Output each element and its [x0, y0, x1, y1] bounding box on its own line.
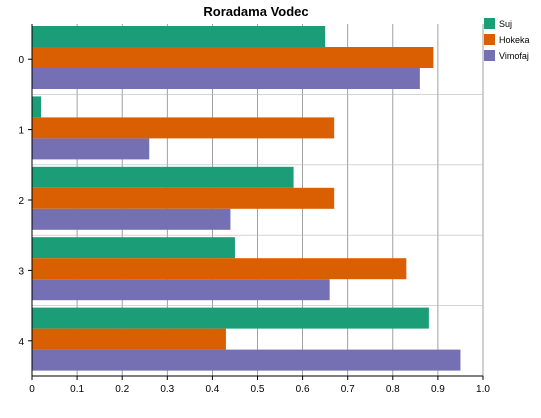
x-tick-label: 0.7 — [341, 384, 355, 395]
x-axis-ticks: 0 0.1 0.2 0.3 0.4 0.5 0.6 0.7 0.8 0.9 1.0 — [29, 376, 490, 395]
legend-label-hokeka: Hokeka — [499, 35, 530, 45]
chart-title: Roradama Vodec — [203, 4, 308, 19]
y-tick-label: 2 — [18, 196, 24, 207]
x-tick-label: 0.6 — [296, 384, 310, 395]
bar-suj-4 — [32, 307, 429, 329]
legend-swatch-suj — [484, 18, 495, 29]
bar-suj-1 — [32, 96, 42, 118]
x-tick-label: 0.9 — [431, 384, 445, 395]
bar-hokeka-4 — [32, 328, 226, 350]
legend: Suj Hokeka Vimofaj — [484, 18, 530, 61]
bar-vimofaj-2 — [32, 208, 231, 230]
x-tick-label: 1.0 — [476, 384, 490, 395]
y-axis-ticks: 0 1 2 3 4 — [18, 55, 32, 348]
bar-vimofaj-3 — [32, 279, 330, 301]
y-tick-label: 4 — [18, 337, 24, 348]
bar-hokeka-1 — [32, 117, 335, 139]
legend-swatch-vimofaj — [484, 50, 495, 61]
bar-suj-3 — [32, 237, 235, 259]
bar-hokeka-2 — [32, 187, 335, 209]
x-tick-label: 0.5 — [251, 384, 265, 395]
legend-label-suj: Suj — [499, 19, 512, 29]
bar-vimofaj-4 — [32, 349, 461, 371]
x-tick-label: 0.4 — [205, 384, 219, 395]
bar-suj-0 — [32, 26, 326, 47]
y-tick-label: 3 — [18, 266, 24, 277]
legend-swatch-hokeka — [484, 34, 495, 45]
y-tick-label: 1 — [18, 126, 24, 137]
legend-label-vimofaj: Vimofaj — [499, 51, 529, 61]
x-tick-label: 0.3 — [160, 384, 174, 395]
y-tick-label: 0 — [18, 55, 24, 66]
x-tick-label: 0.1 — [70, 384, 84, 395]
bar-suj-2 — [32, 166, 294, 188]
bar-hokeka-3 — [32, 258, 407, 280]
x-tick-label: 0.8 — [386, 384, 400, 395]
bar-vimofaj-0 — [32, 68, 420, 89]
x-tick-label: 0 — [29, 384, 35, 395]
bar-hokeka-0 — [32, 47, 434, 68]
bar-vimofaj-1 — [32, 138, 150, 160]
bars-group — [32, 26, 461, 371]
x-tick-label: 0.2 — [115, 384, 129, 395]
